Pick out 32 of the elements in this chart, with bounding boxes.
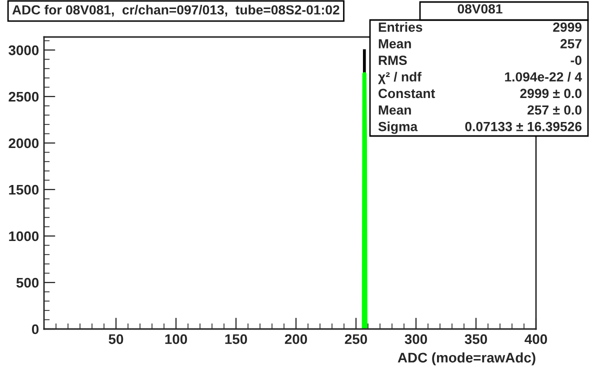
text: 257	[560, 39, 582, 48]
annotation: RMS	[378, 56, 407, 65]
x-tick-label: 100	[165, 334, 188, 344]
x-tick-label: 50	[108, 334, 124, 344]
annotation: Sigma	[378, 122, 418, 134]
annotation: Mean	[378, 39, 411, 48]
x-axis-title: ADC (mode=rawAdc)	[398, 352, 536, 366]
y-tick-label: 2500	[8, 92, 39, 102]
y-tick-label: 3000	[8, 45, 39, 56]
annotation: χ² / ndf	[378, 72, 422, 84]
y-tick-label: 500	[16, 278, 39, 288]
annotation: Constant	[378, 88, 436, 98]
x-tick-label: 150	[225, 334, 248, 344]
annotation: Mean	[378, 105, 411, 115]
x-tick-label: 250	[344, 334, 368, 344]
x-tick-label: 200	[284, 334, 308, 344]
x-tick-label: 400	[524, 334, 548, 344]
text: Entries	[378, 22, 422, 32]
text: 2999	[553, 22, 582, 32]
x-tick-label: 300	[404, 334, 428, 344]
annotation: 257 ± 0.0	[528, 105, 582, 115]
x-tick-label: 350	[464, 334, 488, 344]
annotation: 2999 ± 0.0	[520, 88, 582, 98]
text: 08V081	[458, 4, 502, 14]
annotation: 0.07133 ± 16.39526	[465, 122, 582, 132]
y-tick-label: 2000	[8, 138, 39, 148]
annotation: 1.094e-22 / 4	[505, 72, 582, 82]
text: -0	[570, 56, 582, 65]
y-tick-label: 0	[32, 324, 39, 334]
y-tick-label: 1000	[9, 231, 39, 242]
chart-title: ADC for 08V081, cr/chan=097/013, tube=08S2-01:02	[12, 4, 340, 16]
y-tick-label: 1500	[9, 184, 39, 195]
